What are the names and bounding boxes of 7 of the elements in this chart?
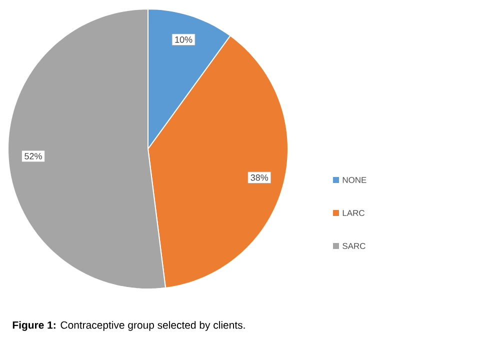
legend-label: NONE: [342, 177, 366, 183]
data-label: 38%: [250, 174, 268, 181]
data-label: 10%: [175, 36, 192, 43]
text: Figure 1: Contraceptive group selected by clients.: [12, 321, 245, 331]
legend-label: LARC: [342, 210, 364, 216]
data-label: 52%: [24, 153, 42, 160]
legend-label: SARC: [342, 243, 366, 249]
